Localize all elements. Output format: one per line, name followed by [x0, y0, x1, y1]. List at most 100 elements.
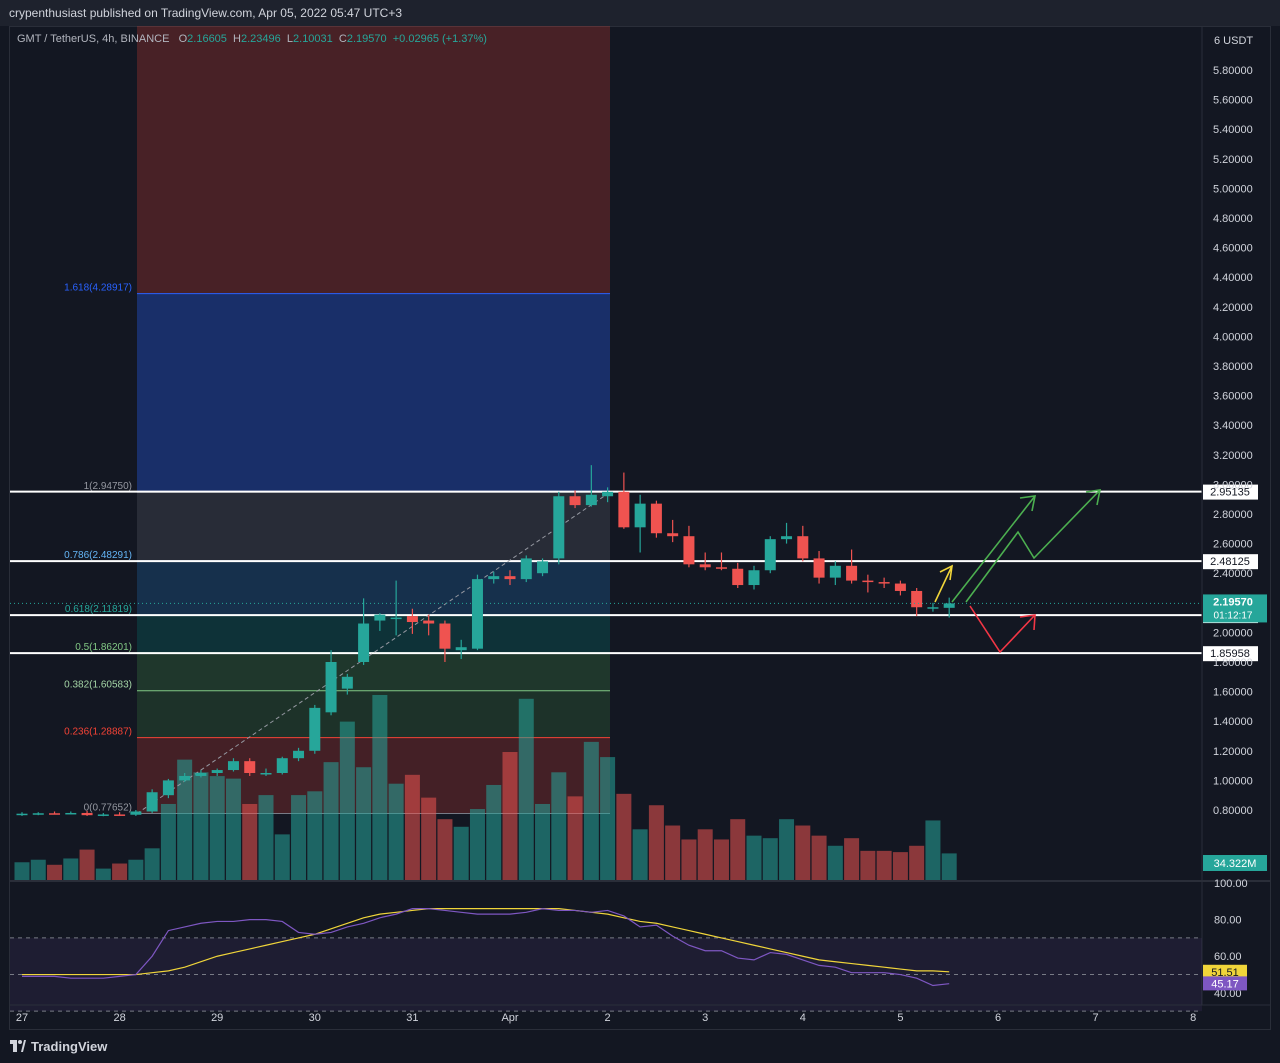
level-label-bg [1203, 554, 1258, 570]
candle-body [764, 539, 776, 571]
time-tick-label: 27 [16, 1012, 28, 1024]
candle-body [358, 623, 370, 662]
open-label: O [178, 33, 188, 45]
price-tick-label: 4.20000 [1213, 302, 1253, 314]
volume-bar [63, 858, 79, 880]
fib-zone [137, 293, 610, 493]
price-tick-label: 6 USDT [1214, 35, 1253, 47]
candle-body [244, 761, 256, 773]
price-tick-label: 5.60000 [1213, 95, 1253, 107]
open-value: 2.16605 [187, 33, 227, 45]
fib-label: 0.236(1.28887) [64, 727, 132, 738]
fib-zone [137, 492, 610, 561]
level-label-bg [1203, 484, 1258, 500]
rsi-tag-label: 45.17 [1211, 978, 1239, 990]
close-label: C [338, 33, 347, 45]
fib-trendline [136, 491, 611, 814]
price-tick-label: 2.40000 [1213, 568, 1253, 580]
candle-body [97, 814, 109, 816]
volume-bar [876, 850, 892, 880]
candle-body [455, 647, 467, 651]
volume-bar [225, 778, 241, 880]
price-tick-label: 1.20000 [1213, 746, 1253, 758]
volume-bar [14, 862, 30, 880]
candle-body [943, 603, 955, 608]
rsi-tick-label: 60.00 [1214, 951, 1242, 963]
fib-label: 0(0.77652) [84, 802, 132, 813]
candle-body [862, 580, 874, 583]
volume-bar [356, 767, 372, 880]
price-tick-label: 2.60000 [1213, 539, 1253, 551]
volume-bar [47, 864, 63, 880]
candle-body [618, 491, 630, 528]
candle-body [781, 536, 793, 540]
candle-body [162, 780, 174, 796]
candle-body [650, 503, 662, 534]
level-label-bg [1203, 646, 1258, 662]
rsi-line [22, 908, 950, 987]
volume-bar [128, 859, 144, 880]
volume-bar [551, 772, 567, 880]
volume-bar [502, 752, 518, 880]
volume-bar [730, 819, 746, 880]
candle-body [813, 558, 825, 578]
candle-body [911, 590, 923, 608]
candle-body [227, 761, 239, 771]
price-tick-label: 4.40000 [1213, 272, 1253, 284]
high-label: H [233, 33, 241, 45]
rsi-ma-tag-label: 51.51 [1211, 967, 1239, 979]
rsi-tag [1203, 976, 1247, 991]
volume-bar [713, 839, 729, 880]
price-tick-label: 1.60000 [1213, 687, 1253, 699]
symbol-label: GMT / TetherUS, 4h, BINANCE [17, 33, 170, 45]
level-label: 1.85958 [1210, 648, 1250, 660]
volume-bar [242, 803, 258, 880]
volume-bar [909, 845, 925, 880]
volume-bar [827, 845, 843, 880]
candle-body [797, 536, 809, 559]
time-tick-label: 8 [1190, 1012, 1196, 1024]
price-tick-label: 1.00000 [1213, 775, 1253, 787]
candle-body [829, 565, 841, 578]
candle-body [406, 616, 418, 623]
volume-tag [1203, 855, 1267, 871]
volume-bar [79, 849, 95, 880]
volume-bar [779, 819, 795, 880]
rsi-tick-label: 100.00 [1214, 878, 1248, 890]
volume-bar [193, 772, 209, 880]
rsi-ma-line [22, 908, 950, 976]
candle-body [260, 773, 272, 775]
volume-bar [372, 695, 388, 880]
candle-body [553, 496, 565, 559]
time-tick-label: 30 [309, 1012, 321, 1024]
candle-body [49, 813, 61, 815]
footer: TradingView [0, 1030, 1280, 1063]
last-price-tag [1203, 594, 1267, 623]
volume-bar [681, 839, 697, 880]
price-tick-label: 1.80000 [1213, 657, 1253, 669]
candle-body [423, 620, 435, 624]
volume-bar [746, 835, 762, 880]
level-label: 2.48125 [1210, 556, 1250, 568]
candle-body [146, 792, 158, 812]
volume-bar [648, 805, 664, 880]
candle-body [927, 607, 939, 609]
yellow-arrow [934, 565, 953, 603]
time-tick-label: 4 [800, 1012, 806, 1024]
green-arrow-1 [951, 495, 1036, 603]
candle-body [293, 750, 305, 759]
volume-bar [144, 848, 160, 880]
volume-bar [762, 838, 778, 880]
volume-bar [469, 809, 485, 880]
volume-bar [30, 859, 46, 880]
price-tick-label: 1.40000 [1213, 716, 1253, 728]
volume-bar [892, 852, 908, 880]
volume-bar [811, 835, 827, 880]
candle-body [309, 707, 321, 751]
volume-bar [421, 797, 437, 880]
candle-body [114, 814, 126, 816]
red-arrow-head [1019, 614, 1036, 631]
price-tick-label: 0.80000 [1213, 805, 1253, 817]
volume-bar [860, 850, 876, 880]
